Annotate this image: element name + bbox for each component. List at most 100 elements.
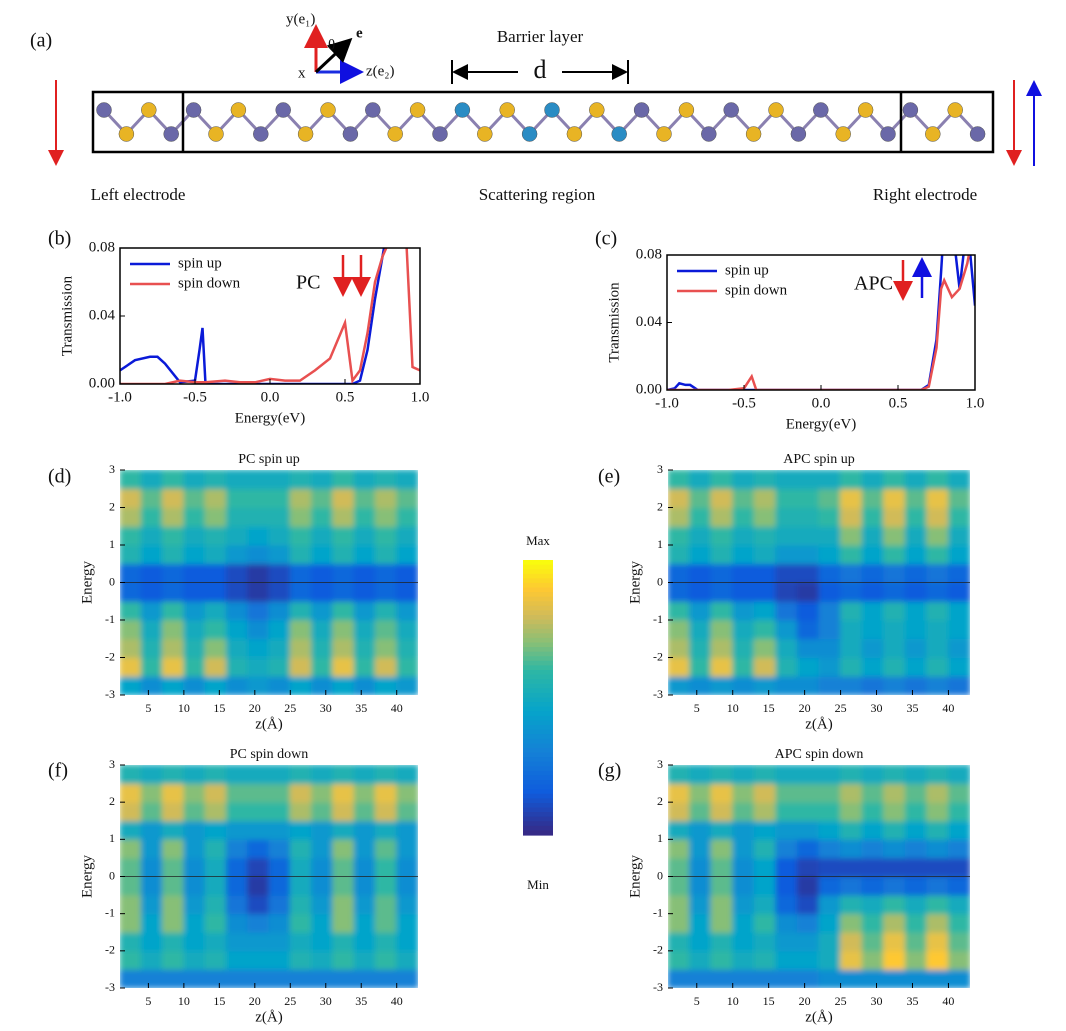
x-tick-label: 35: [906, 994, 918, 1008]
heatmap-cell: [818, 638, 842, 658]
heatmap-cell: [332, 638, 355, 658]
heatmap-cell: [396, 675, 418, 695]
heatmap-cell: [120, 657, 142, 677]
heatmap-cell: [311, 525, 334, 546]
heatmap-cell: [753, 619, 777, 640]
heatmap-cell: [753, 765, 777, 785]
heatmap-cell: [268, 675, 291, 695]
heatmap-cell: [204, 783, 227, 803]
heatmap-cell: [861, 563, 885, 583]
heatmap-cell: [904, 820, 928, 840]
x-axis-label: Energy(eV): [786, 416, 857, 432]
heatmap-cell: [353, 507, 376, 527]
atom: [678, 102, 695, 118]
vector-label: e: [356, 25, 363, 41]
atom: [141, 102, 157, 118]
heatmap-cell: [775, 894, 798, 915]
colorbar-swatch: [523, 752, 553, 758]
heatmap-cell: [353, 765, 376, 785]
heatmap-cell: [818, 857, 842, 877]
heatmap-cell: [775, 582, 798, 602]
heatmap-cell: [710, 894, 734, 915]
legend-label: spin down: [725, 282, 788, 298]
heatmap-cell: [775, 619, 798, 640]
heatmap-cell: [311, 968, 334, 988]
heatmap-cell: [353, 488, 376, 508]
heatmap-cell: [353, 582, 376, 602]
heatmap-cell: [947, 544, 970, 565]
heatmap-cell: [289, 894, 313, 915]
heatmap-cell: [861, 675, 885, 695]
heatmap-cell: [883, 638, 906, 658]
y-tick-label: 0: [657, 574, 663, 588]
heatmap-cell: [753, 913, 777, 933]
heatmap-chart: APC spin down 5 10 15 20 25 30 35 40 -3 -2 -1 0 1 2 3 z(…: [598, 747, 970, 1025]
x-tick-label: 40: [391, 701, 403, 715]
x-tick-label: 25: [835, 994, 847, 1008]
heatmap-cell: [818, 525, 842, 546]
heatmap-cell: [120, 600, 142, 621]
series-line: [120, 248, 386, 384]
heatmap-cell: [753, 783, 777, 803]
heatmap-cell: [247, 876, 270, 896]
axis-arrow: [314, 37, 353, 74]
heatmap-cell: [689, 783, 712, 803]
heatmap-cell: [710, 783, 734, 803]
heatmap-cell: [183, 488, 206, 508]
heatmap-cell: [289, 838, 313, 859]
heatmap-cell: [374, 563, 398, 583]
heatmap-cell: [904, 544, 928, 565]
line-chart: spin up spin down PC -1.0 -0.5 0.0 0.5 1.0 0.00 0…: [48, 228, 429, 427]
heatmap-cell: [883, 488, 906, 508]
heatmap-cell: [689, 507, 712, 527]
heatmap-cell: [775, 507, 798, 527]
heatmap-cell: [247, 638, 270, 658]
heatmap-cell: [796, 544, 820, 565]
y-axis-label: Energy: [79, 854, 95, 898]
heatmap-cell: [926, 838, 949, 859]
heatmap-cell: [689, 838, 712, 859]
heatmap-cell: [162, 765, 185, 785]
heatmap-cell: [289, 675, 313, 695]
heatmap-cell: [162, 657, 185, 677]
heatmap-cell: [353, 563, 376, 583]
heatmap-cell: [818, 801, 842, 822]
heatmap-cell: [162, 619, 185, 640]
heatmap-cell: [753, 968, 777, 988]
heatmap-cell: [668, 913, 691, 933]
heatmap-cell: [396, 913, 418, 933]
heatmap-cell: [840, 950, 863, 970]
heatmap-cell: [753, 675, 777, 695]
heatmap-cell: [353, 544, 376, 565]
heatmap-cell: [947, 838, 970, 859]
colorbar-swatch: [523, 706, 553, 712]
heatmap-cell: [396, 657, 418, 677]
heatmap-cell: [162, 525, 185, 546]
heatmap-cell: [120, 801, 142, 822]
heatmap-cell: [204, 968, 227, 988]
heatmap-cell: [668, 857, 691, 877]
x-tick-label: 10: [178, 701, 190, 715]
heatmap-cell: [311, 765, 334, 785]
heatmap-cell: [861, 968, 885, 988]
colorbar-swatch: [523, 596, 553, 602]
heatmap-cell: [396, 820, 418, 840]
heatmap-cell: [904, 488, 928, 508]
x-tick-label: 0.0: [812, 395, 831, 411]
heatmap-cell: [225, 507, 249, 527]
heatmap-cell: [861, 876, 885, 896]
heatmap-cell: [947, 582, 970, 602]
heatmap-cell: [332, 619, 355, 640]
x-tick-label: 30: [320, 701, 332, 715]
heatmap-cell: [840, 525, 863, 546]
heatmap-cell: [353, 968, 376, 988]
heatmap-cell: [120, 876, 142, 896]
heatmap-cell: [353, 525, 376, 546]
y-tick-label: 0.08: [636, 246, 662, 262]
x-tick-label: 35: [355, 994, 367, 1008]
heatmap-cell: [332, 894, 355, 915]
heatmap-cell: [268, 968, 291, 988]
heatmap-cell: [225, 931, 249, 952]
heatmap-cell: [710, 470, 734, 490]
y-tick-label: -3: [105, 980, 115, 994]
